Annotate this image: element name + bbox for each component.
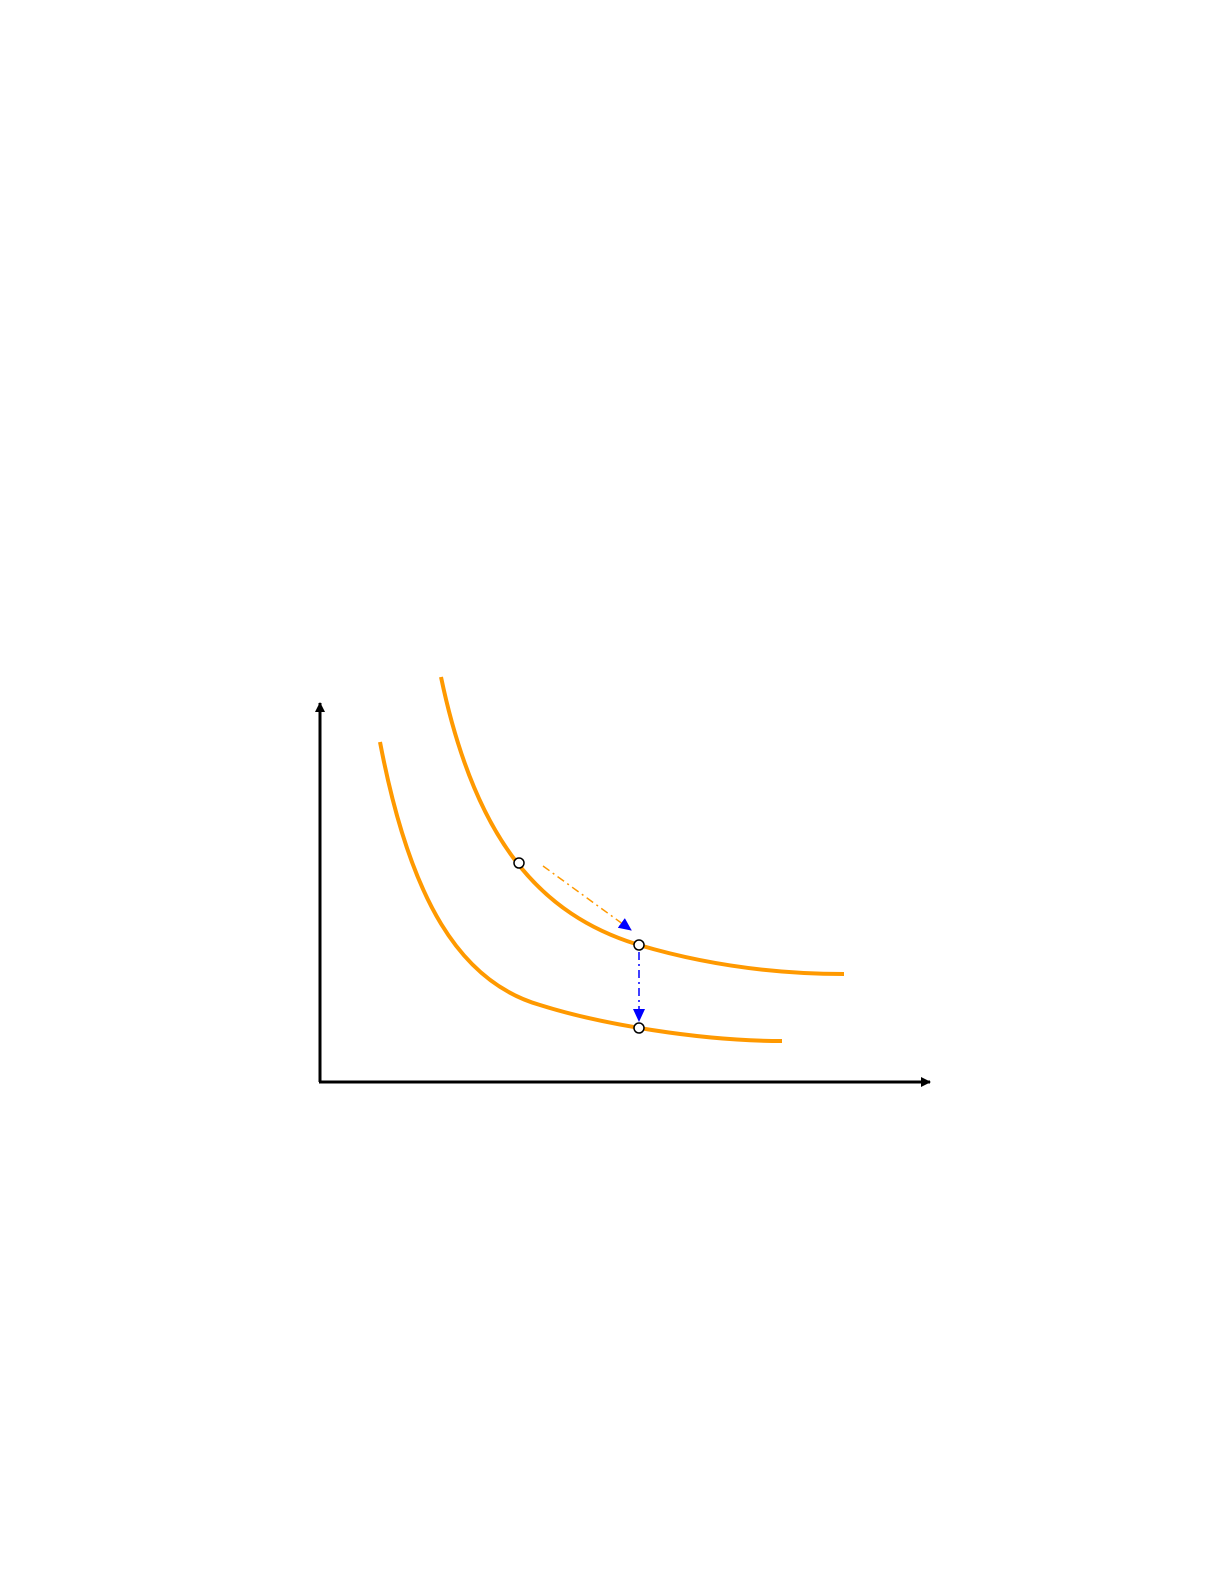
- point-c: [633, 1022, 645, 1034]
- point-a: [513, 857, 525, 869]
- upper-curve: [439, 676, 845, 976]
- point-b: [633, 939, 645, 951]
- lower-curve: [378, 741, 783, 1043]
- shift-arrow-along-curve: [542, 865, 632, 931]
